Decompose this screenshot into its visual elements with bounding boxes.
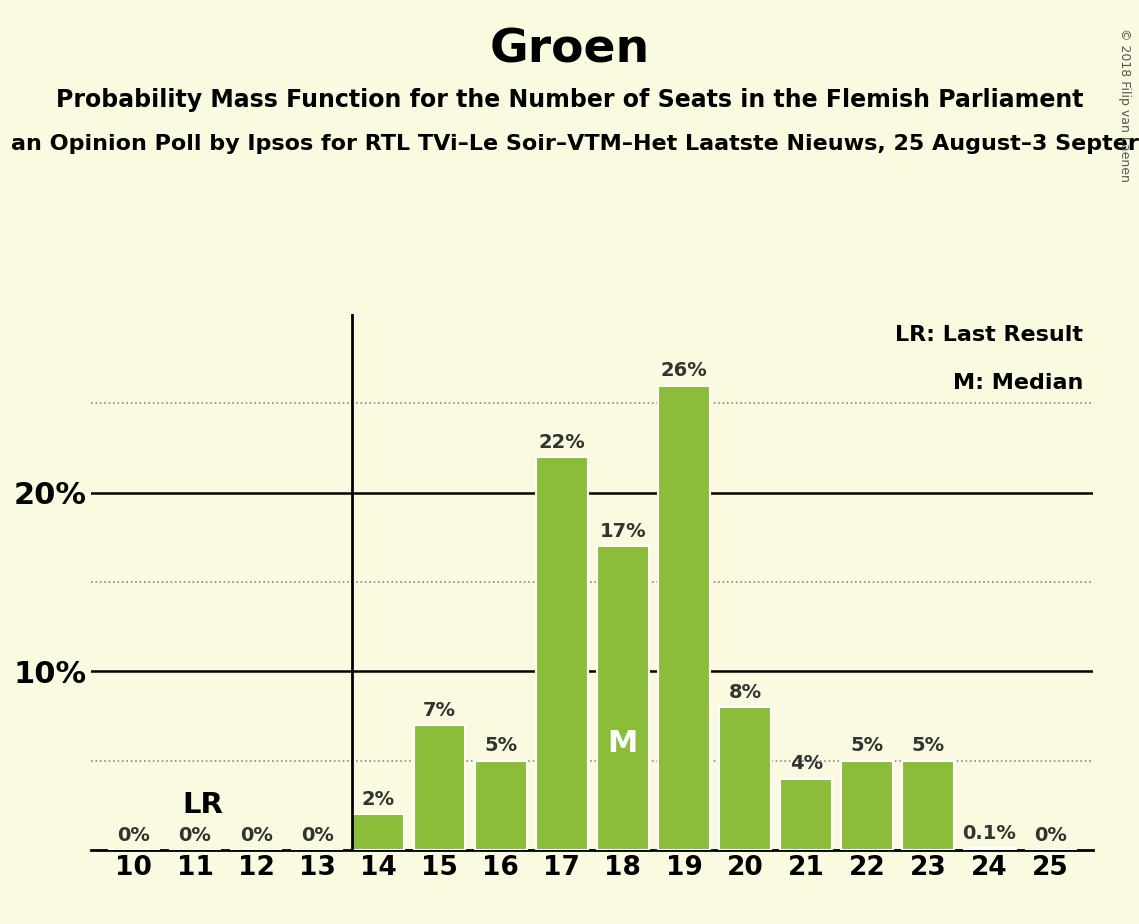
Text: 4%: 4% <box>789 754 822 773</box>
Text: Groen: Groen <box>490 28 649 73</box>
Text: 0%: 0% <box>1034 826 1067 845</box>
Text: 0%: 0% <box>301 826 334 845</box>
Bar <box>535 457 588 850</box>
Text: 26%: 26% <box>661 361 707 381</box>
Bar <box>413 725 466 850</box>
Text: 0.1%: 0.1% <box>962 824 1016 843</box>
Text: 17%: 17% <box>599 522 646 541</box>
Text: 0%: 0% <box>179 826 212 845</box>
Bar <box>658 385 710 850</box>
Bar <box>842 760 893 850</box>
Text: M: M <box>607 729 638 759</box>
Text: LR: Last Result: LR: Last Result <box>895 325 1083 345</box>
Text: © 2018 Filip van Laenen: © 2018 Filip van Laenen <box>1118 28 1131 182</box>
Bar <box>780 779 833 850</box>
Text: 0%: 0% <box>117 826 150 845</box>
Text: an Opinion Poll by Ipsos for RTL TVi–Le Soir–VTM–Het Laatste Nieuws, 25 August–3: an Opinion Poll by Ipsos for RTL TVi–Le … <box>11 134 1139 154</box>
Text: Probability Mass Function for the Number of Seats in the Flemish Parliament: Probability Mass Function for the Number… <box>56 88 1083 112</box>
Text: 8%: 8% <box>729 683 762 702</box>
Text: 22%: 22% <box>539 432 585 452</box>
Text: LR: LR <box>182 792 223 820</box>
Text: 0%: 0% <box>239 826 272 845</box>
Bar <box>964 848 1016 850</box>
Bar <box>597 546 649 850</box>
Bar <box>719 707 771 850</box>
Bar <box>352 814 404 850</box>
Bar <box>902 760 954 850</box>
Text: M: Median: M: Median <box>953 373 1083 393</box>
Text: 5%: 5% <box>851 736 884 756</box>
Bar <box>475 760 526 850</box>
Text: 5%: 5% <box>912 736 945 756</box>
Text: 7%: 7% <box>423 700 456 720</box>
Text: 2%: 2% <box>362 790 395 809</box>
Text: 5%: 5% <box>484 736 517 756</box>
